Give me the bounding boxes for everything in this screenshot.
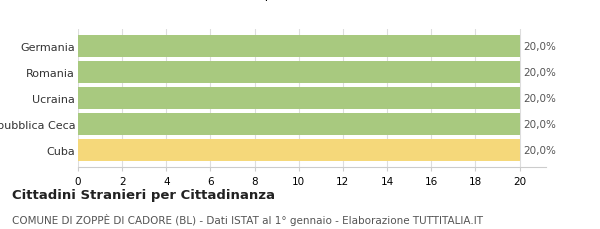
Text: 20,0%: 20,0% xyxy=(523,145,556,155)
Text: 20,0%: 20,0% xyxy=(523,93,556,104)
Text: Cittadini Stranieri per Cittadinanza: Cittadini Stranieri per Cittadinanza xyxy=(12,188,275,201)
Bar xyxy=(78,114,520,135)
Text: 20,0%: 20,0% xyxy=(523,68,556,78)
Bar xyxy=(78,36,520,57)
Bar xyxy=(78,88,520,109)
Text: COMUNE DI ZOPPÈ DI CADORE (BL) - Dati ISTAT al 1° gennaio - Elaborazione TUTTITA: COMUNE DI ZOPPÈ DI CADORE (BL) - Dati IS… xyxy=(12,213,483,225)
Bar xyxy=(78,62,520,83)
Text: 20,0%: 20,0% xyxy=(523,119,556,129)
Text: 20,0%: 20,0% xyxy=(523,42,556,52)
Bar xyxy=(78,140,520,161)
Legend: Europa, America: Europa, America xyxy=(224,0,353,6)
